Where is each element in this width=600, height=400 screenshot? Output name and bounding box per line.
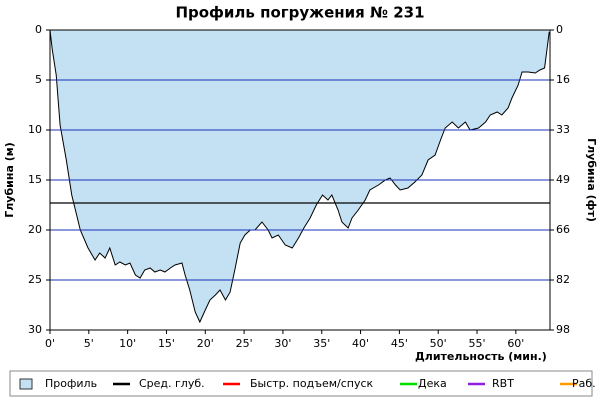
y-tick-label: 15: [28, 173, 42, 186]
chart-title: Профиль погружения № 231: [175, 4, 424, 22]
profile-line: [49, 29, 550, 324]
y2-tick-label: 33: [556, 123, 570, 136]
x-tick-label: 55': [469, 337, 486, 350]
legend-swatch: [19, 378, 33, 390]
x-tick-label: 5': [84, 337, 94, 350]
y2-axis-label: Глубина (фт): [585, 138, 598, 222]
x-tick-label: 35': [313, 337, 330, 350]
y2-tick-label: 82: [556, 273, 570, 286]
legend-label: Дека: [418, 377, 447, 390]
x-tick-label: 0': [45, 337, 55, 350]
legend-label: Быстр. подъем/спуск: [250, 377, 374, 390]
x-tick-label: 40': [352, 337, 369, 350]
y-tick-label: 30: [28, 323, 42, 336]
x-tick-label: 10': [119, 337, 136, 350]
profile-area: [50, 30, 550, 322]
y-tick-label: 5: [35, 73, 42, 86]
y-tick-label: 10: [28, 123, 42, 136]
x-tick-label: 45': [391, 337, 408, 350]
x-tick-label: 25': [236, 337, 253, 350]
y-tick-label: 20: [28, 223, 42, 236]
x-tick-label: 20': [197, 337, 214, 350]
x-tick-label: 30': [274, 337, 291, 350]
y2-tick-label: 49: [556, 173, 570, 186]
x-axis-label: Длительность (мин.): [415, 350, 547, 363]
y2-tick-label: 66: [556, 223, 570, 236]
legend-label: Сред. глуб.: [139, 377, 205, 390]
y2-tick-label: 16: [556, 73, 570, 86]
y2-tick-label: 98: [556, 323, 570, 336]
y-tick-label: 0: [35, 23, 42, 36]
y2-tick-label: 0: [556, 23, 563, 36]
plot-frame: [49, 29, 551, 331]
legend-label: RBT: [492, 377, 514, 390]
legend-label: Раб.: [572, 377, 596, 390]
legend-box: [9, 370, 593, 397]
x-tick-label: 50': [430, 337, 447, 350]
y-axis-label: Глубина (м): [3, 142, 16, 218]
x-tick-label: 60': [507, 337, 524, 350]
legend-label: Профиль: [45, 377, 97, 390]
y-tick-label: 25: [28, 273, 42, 286]
x-tick-label: 15': [158, 337, 175, 350]
